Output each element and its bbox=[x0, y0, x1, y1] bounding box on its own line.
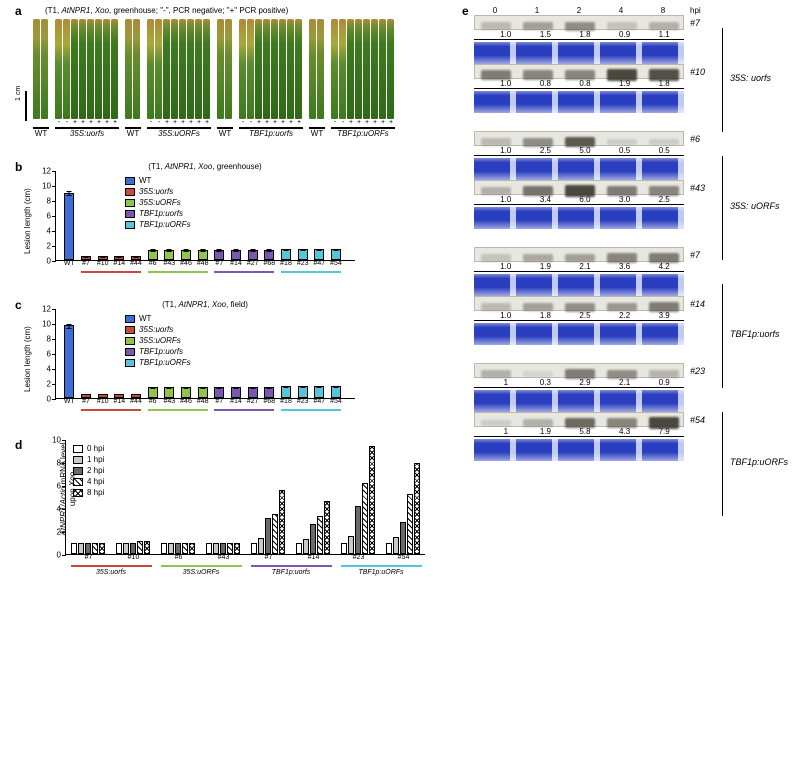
panel-e: 01248hpi#71.01.51.80.91.1#101.00.80.81.9… bbox=[462, 6, 792, 479]
panel-c-ylabel: Lesion length (cm) bbox=[23, 326, 32, 392]
panel-b-ylabel: Lesion length (cm) bbox=[23, 188, 32, 254]
panel-c-title: (T1, AtNPR1, Xoo, field) bbox=[55, 300, 355, 309]
panel-d-plot: 0246810#7#10#6#43#7#14#23#5435S:uorfs35S… bbox=[65, 440, 425, 555]
panel-b-label: b bbox=[15, 160, 22, 174]
panel-c-legend: WT35S:uorfs35S:uORFsTBF1p:uorfsTBF1p:uOR… bbox=[125, 314, 191, 369]
panel-b-legend: WT35S:uorfs35S:uORFsTBF1p:uorfsTBF1p:uOR… bbox=[125, 176, 191, 231]
panel-c-plot: 024681012WT#7#10#14#44#6#43#46#48#7#14#2… bbox=[55, 309, 355, 399]
scale-bar-text: 1 cm bbox=[15, 86, 22, 101]
panel-d-legend: 0 hpi1 hpi2 hpi4 hpi8 hpi bbox=[73, 444, 104, 499]
panel-a-leaves bbox=[33, 19, 445, 119]
panel-a-signs: --++++++--++++++--++++++--++++++ bbox=[33, 119, 445, 126]
panel-a-labels: WT35S:uorfsWT35S:uORFsWTTBF1p:uorfsWTTBF… bbox=[33, 126, 445, 138]
scale-bar bbox=[25, 91, 27, 121]
panel-b-plot: 024681012WT#7#10#14#44#6#43#46#48#7#14#2… bbox=[55, 171, 355, 261]
panel-a: (T1, AtNPR1, Xoo, greenhouse; "-", PCR n… bbox=[15, 6, 445, 138]
panel-b-title: (T1, AtNPR1, Xoo, greenhouse) bbox=[55, 162, 355, 171]
panel-a-title: (T1, AtNPR1, Xoo, greenhouse; "-", PCR n… bbox=[45, 6, 445, 15]
panel-b-chart: (T1, AtNPR1, Xoo, greenhouse) Lesion len… bbox=[55, 162, 355, 261]
panel-c-label: c bbox=[15, 298, 22, 312]
panel-c-chart: (T1, AtNPR1, Xoo, field) Lesion length (… bbox=[55, 300, 355, 399]
panel-d-chart: AtNPR1/Actin mRNA levelupon Xoo 0246810#… bbox=[65, 440, 425, 555]
panel-d-label: d bbox=[15, 438, 22, 452]
